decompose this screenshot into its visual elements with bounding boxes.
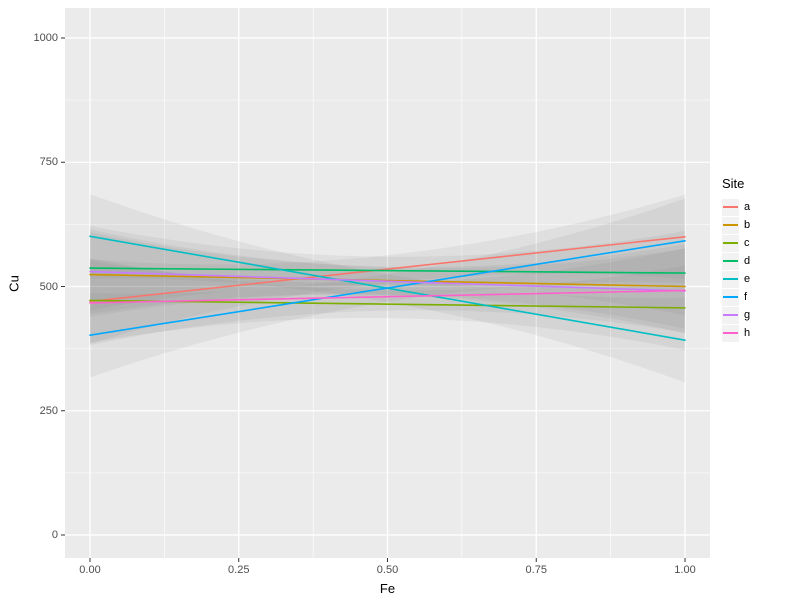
legend-item-h: h — [722, 324, 750, 342]
legend-item-g: g — [722, 306, 750, 324]
legend-key-line-icon — [723, 260, 738, 262]
legend-label: b — [744, 219, 751, 231]
legend-label: g — [744, 309, 751, 321]
y-tick-label: 750 — [39, 156, 58, 169]
legend-key-line-icon — [723, 332, 738, 334]
series-line-d — [89, 267, 686, 274]
x-tick-label: 0.00 — [79, 564, 101, 576]
legend-label: a — [744, 201, 751, 213]
series-lines — [89, 235, 686, 341]
legend-item-f: f — [722, 288, 750, 306]
legend-label: f — [744, 291, 748, 303]
y-tick-label: 250 — [39, 404, 58, 417]
legend-item-c: c — [722, 234, 750, 252]
legend-key-e — [722, 270, 739, 288]
legend-label: h — [744, 327, 751, 339]
legend-key-g — [722, 306, 739, 324]
legend-label: c — [744, 237, 750, 249]
legend-key-f — [722, 288, 739, 306]
legend-key-b — [722, 216, 739, 234]
legend-key-line-icon — [723, 314, 738, 316]
series-line-c — [89, 299, 686, 309]
major-gridlines — [65, 8, 710, 558]
x-tick-label: 0.50 — [376, 564, 399, 576]
legend-key-c — [722, 234, 739, 252]
x-tick-label: 1.00 — [674, 564, 696, 576]
legend-item-d: d — [722, 252, 750, 270]
x-axis-title: Fe — [379, 581, 396, 596]
legend-key-line-icon — [723, 296, 738, 298]
legend-key-line-icon — [723, 206, 738, 208]
legend-key-line-icon — [723, 242, 738, 244]
legend-item-a: a — [722, 198, 750, 216]
legend-key-h — [722, 324, 739, 342]
series-line-g — [89, 270, 686, 292]
legend-title: Site — [722, 176, 745, 191]
y-tick-label: 0 — [51, 529, 58, 541]
axis-tick-marks — [61, 37, 686, 562]
series-line-f — [89, 239, 686, 337]
x-tick-label: 0.25 — [228, 564, 250, 576]
legend-label: d — [744, 255, 751, 267]
legend-item-e: e — [722, 270, 750, 288]
x-tick-label: 0.75 — [525, 564, 547, 576]
legend-key-line-icon — [723, 278, 738, 280]
legend-item-b: b — [722, 216, 750, 234]
legend-key-d — [722, 252, 739, 270]
legend-key-line-icon — [723, 224, 738, 226]
y-tick-label: 500 — [39, 280, 58, 293]
series-line-a — [89, 236, 686, 303]
y-tick-label: 1000 — [33, 32, 58, 44]
legend-label: e — [744, 273, 751, 285]
series-line-h — [89, 289, 686, 304]
legend-key-a — [722, 198, 739, 216]
